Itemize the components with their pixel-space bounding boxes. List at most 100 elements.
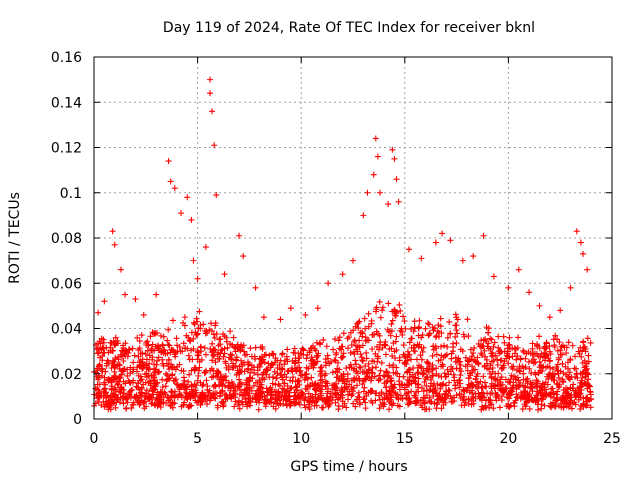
roti-point: [437, 323, 444, 330]
roti-point: [559, 360, 566, 367]
roti-point: [376, 298, 383, 305]
roti-peak-point: [260, 314, 267, 321]
roti-point: [268, 386, 275, 393]
roti-point: [131, 393, 138, 400]
roti-point: [291, 360, 298, 367]
roti-point: [100, 349, 107, 356]
roti-point: [449, 348, 456, 355]
roti-point: [111, 342, 118, 349]
roti-peak-point: [459, 257, 466, 264]
roti-point: [573, 371, 580, 378]
roti-peak-point: [211, 142, 218, 149]
roti-point: [454, 330, 461, 337]
roti-point: [562, 390, 569, 397]
roti-point: [269, 350, 276, 357]
roti-point: [551, 377, 558, 384]
roti-point: [563, 350, 570, 357]
roti-point: [265, 389, 272, 396]
roti-point: [159, 376, 166, 383]
roti-point: [187, 391, 194, 398]
roti-point: [435, 372, 442, 379]
roti-point: [236, 376, 243, 383]
roti-point: [305, 390, 312, 397]
roti-point: [531, 369, 538, 376]
roti-point: [420, 394, 427, 401]
roti-point: [418, 334, 425, 341]
roti-point: [310, 361, 317, 368]
roti-point: [106, 404, 113, 411]
roti-point: [569, 342, 576, 349]
roti-point: [368, 397, 375, 404]
roti-peak-point: [546, 314, 553, 321]
roti-point: [555, 374, 562, 381]
roti-point: [280, 400, 287, 407]
roti-point: [101, 403, 108, 410]
roti-point: [426, 398, 433, 405]
roti-point: [532, 383, 539, 390]
roti-point: [505, 401, 512, 408]
roti-point: [479, 383, 486, 390]
roti-peak-point: [567, 284, 574, 291]
roti-point: [271, 368, 278, 375]
roti-point: [95, 387, 102, 394]
roti-point: [143, 387, 150, 394]
roti-point: [566, 399, 573, 406]
roti-point: [188, 383, 195, 390]
roti-point: [471, 345, 478, 352]
roti-point: [388, 400, 395, 407]
roti-point: [392, 338, 399, 345]
roti-point: [312, 391, 319, 398]
roti-point: [426, 363, 433, 370]
roti-point: [415, 388, 422, 395]
roti-point: [520, 347, 527, 354]
roti-point: [287, 377, 294, 384]
roti-point: [109, 396, 116, 403]
roti-point: [210, 353, 217, 360]
roti-point: [322, 362, 329, 369]
roti-point: [406, 339, 413, 346]
roti-point: [513, 382, 520, 389]
roti-point: [379, 344, 386, 351]
roti-point: [231, 344, 238, 351]
roti-peak-point: [95, 309, 102, 316]
roti-point: [510, 400, 517, 407]
roti-point: [510, 363, 517, 370]
roti-point: [156, 391, 163, 398]
roti-point: [580, 394, 587, 401]
roti-point: [99, 344, 106, 351]
roti-point: [559, 397, 566, 404]
roti-point: [579, 369, 586, 376]
roti-point: [413, 397, 420, 404]
roti-point: [284, 396, 291, 403]
roti-point: [500, 364, 507, 371]
roti-point: [496, 404, 503, 411]
roti-point: [144, 347, 151, 354]
roti-point: [211, 334, 218, 341]
roti-point: [434, 328, 441, 335]
roti-point: [414, 370, 421, 377]
roti-point: [103, 362, 110, 369]
roti-point: [154, 397, 161, 404]
roti-point: [570, 387, 577, 394]
roti-point: [359, 330, 366, 337]
roti-point: [201, 344, 208, 351]
roti-point: [461, 402, 468, 409]
roti-point: [204, 401, 211, 408]
roti-point: [521, 388, 528, 395]
roti-point: [301, 376, 308, 383]
roti-point: [562, 400, 569, 407]
roti-point: [256, 377, 263, 384]
roti-point: [420, 388, 427, 395]
roti-point: [396, 403, 403, 410]
roti-point: [405, 367, 412, 374]
roti-point: [334, 369, 341, 376]
roti-point: [555, 367, 562, 374]
roti-point: [460, 393, 467, 400]
roti-peak-point: [490, 273, 497, 280]
roti-point: [469, 369, 476, 376]
roti-point: [275, 388, 282, 395]
y-tick-label: 0.12: [51, 141, 82, 157]
roti-point: [482, 402, 489, 409]
roti-point: [319, 368, 326, 375]
